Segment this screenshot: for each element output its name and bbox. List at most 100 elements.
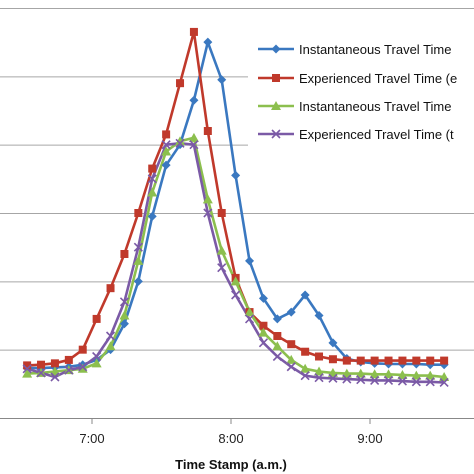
data-point (273, 332, 282, 340)
data-point (300, 371, 310, 381)
data-point (425, 377, 435, 387)
x-tick-label: 7:00 (79, 431, 104, 446)
data-point (301, 347, 310, 356)
data-point (426, 356, 435, 365)
data-point (439, 372, 450, 381)
data-point (286, 354, 297, 364)
marker-stroke (119, 297, 129, 307)
data-point (342, 374, 352, 384)
data-point (134, 209, 143, 217)
data-point (286, 362, 296, 372)
marker-stroke (22, 364, 32, 374)
data-point (77, 363, 88, 373)
data-point (64, 355, 73, 364)
legend-swatch-marker (271, 129, 281, 139)
legend-swatch-marker (272, 74, 280, 82)
legend-swatch-marker (271, 44, 281, 54)
marker-stroke (161, 140, 171, 150)
data-point (36, 368, 46, 378)
legend: Instantaneous Travel Time Experienced Tra… (248, 30, 474, 154)
legend-entry-label: Instantaneous Travel Time (299, 42, 451, 57)
data-point (203, 127, 212, 135)
data-point (328, 338, 338, 348)
marker-stroke (189, 140, 199, 150)
data-point (230, 276, 241, 286)
data-point (440, 356, 449, 365)
data-point (37, 360, 46, 369)
data-point (50, 359, 59, 368)
data-point (231, 170, 241, 180)
marker-stroke (217, 263, 227, 273)
data-point (106, 284, 115, 293)
data-point (231, 290, 241, 300)
data-point (148, 164, 157, 173)
data-point (272, 341, 283, 351)
marker-stroke (175, 138, 185, 148)
marker-stroke (244, 314, 255, 324)
data-point (411, 377, 421, 387)
marker-stroke (64, 365, 74, 375)
marker-stroke (78, 362, 88, 372)
data-point (120, 250, 129, 258)
data-point (161, 140, 171, 150)
data-point (175, 136, 186, 146)
marker-stroke (147, 174, 157, 184)
data-point (78, 362, 88, 372)
marker-stroke (258, 338, 268, 348)
data-point (22, 368, 33, 378)
data-point (119, 310, 130, 320)
data-point (369, 369, 380, 379)
data-point (370, 356, 379, 365)
data-point (384, 356, 393, 365)
data-point (397, 369, 408, 379)
marker-stroke (105, 331, 116, 341)
data-point (22, 364, 32, 374)
data-point (287, 340, 296, 349)
data-point (133, 276, 143, 286)
data-point (189, 27, 198, 36)
data-point (217, 263, 227, 273)
data-point (202, 194, 213, 204)
data-point (383, 375, 394, 385)
marker-stroke (314, 373, 324, 383)
marker-stroke (342, 374, 352, 384)
data-point (133, 255, 144, 265)
legend-entry-label: Experienced Travel Time (t (299, 127, 454, 142)
marker-stroke (328, 373, 338, 383)
data-point (217, 75, 227, 85)
data-point (315, 352, 324, 361)
data-point (328, 373, 338, 383)
marker-stroke (300, 371, 310, 381)
data-point (258, 338, 268, 348)
marker-stroke (203, 208, 213, 218)
data-point (411, 370, 422, 380)
data-point (342, 356, 351, 365)
data-point (175, 138, 185, 148)
data-point (23, 361, 32, 370)
marker-stroke (425, 377, 435, 387)
data-point (327, 367, 338, 377)
legend-swatch-marker (271, 101, 281, 110)
data-point (300, 363, 311, 373)
x-tick-label: 8:00 (218, 431, 243, 446)
data-point (398, 356, 407, 365)
data-point (286, 307, 296, 317)
data-point (258, 327, 269, 337)
marker-stroke (231, 290, 241, 300)
data-point (203, 208, 213, 218)
data-point (439, 377, 449, 388)
data-point (147, 211, 157, 221)
data-point (119, 297, 129, 307)
data-point (244, 307, 255, 317)
data-point (244, 314, 255, 324)
x-tick-label: 9:00 (357, 431, 382, 446)
data-point (314, 311, 324, 320)
data-point (105, 331, 116, 341)
data-point (328, 355, 337, 364)
data-point (189, 95, 199, 105)
data-point (356, 356, 365, 365)
marker-stroke (271, 129, 281, 139)
data-point (314, 366, 325, 376)
marker-stroke (50, 372, 60, 382)
